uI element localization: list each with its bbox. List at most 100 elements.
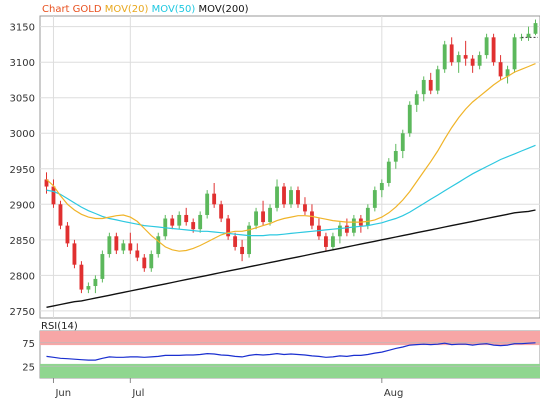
candle-up — [156, 232, 161, 258]
candle-down — [142, 254, 147, 272]
candle-body — [400, 133, 405, 152]
candle-up — [177, 211, 182, 230]
candle-body — [303, 204, 307, 212]
candle-down — [240, 239, 245, 262]
candle-body — [289, 190, 293, 205]
mov200-line — [46, 209, 536, 308]
candle-up — [379, 179, 384, 198]
legend-item: MOV(200) — [195, 4, 248, 15]
candle-body — [310, 211, 314, 226]
candle-body — [114, 236, 119, 251]
candle-up — [149, 250, 154, 272]
candle-down — [282, 182, 286, 208]
legend-item: Chart GOLD — [42, 4, 102, 15]
candle-body — [324, 236, 328, 247]
candle-down — [44, 172, 49, 194]
candle-body — [449, 44, 454, 63]
rsi-tick-label: 25 — [22, 362, 35, 373]
candle-body — [435, 69, 440, 91]
candle-up — [414, 90, 419, 112]
candle-body — [268, 207, 272, 223]
candle-body — [477, 55, 482, 66]
chart-legend: Chart GOLD MOV(20) MOV(50) MOV(200) — [42, 4, 249, 15]
y-tick-label: 3150 — [10, 23, 35, 34]
candle-body — [365, 207, 370, 226]
candle-down — [463, 40, 468, 66]
candle-body — [296, 190, 300, 205]
candle-up — [421, 76, 426, 102]
y-tick-label: 3000 — [10, 129, 35, 140]
legend-item: MOV(20) — [102, 4, 149, 15]
candle-body — [135, 250, 140, 258]
candle-body — [86, 286, 91, 290]
y-tick-label: 3050 — [10, 94, 35, 105]
rsi-overbought-band — [40, 331, 540, 346]
candle-body — [72, 243, 77, 265]
candle-body — [156, 236, 161, 255]
candle-up — [407, 101, 412, 137]
candle-down — [261, 200, 265, 226]
candle-body — [407, 104, 412, 134]
candle-body — [372, 190, 377, 208]
candle-body — [421, 79, 426, 95]
candle-down — [212, 182, 217, 208]
candle-body — [100, 254, 105, 279]
candle-body — [79, 264, 84, 290]
mov50-line — [46, 144, 536, 237]
candle-body — [51, 186, 56, 205]
rsi-oversold-band — [40, 363, 540, 378]
y-tick-label: 3100 — [10, 58, 35, 69]
candle-up — [121, 239, 126, 255]
candle-body — [121, 243, 126, 251]
candle-up — [456, 51, 461, 73]
candle-up — [512, 33, 517, 73]
x-tick-label: Jul — [131, 388, 144, 399]
candle-body — [254, 211, 258, 226]
candle-body — [149, 254, 154, 269]
candle-body — [240, 246, 245, 255]
candle-body — [247, 225, 252, 255]
candle-down — [72, 239, 77, 269]
candle-up — [526, 26, 531, 41]
candle-body — [65, 225, 70, 244]
candle-body — [44, 179, 49, 187]
candle-body — [177, 214, 182, 226]
y-tick-label: 2950 — [10, 165, 35, 176]
mov20-line — [46, 63, 536, 252]
candle-down — [324, 232, 328, 251]
rsi-line — [46, 342, 536, 361]
candle-down — [65, 222, 70, 247]
candle-down — [114, 232, 119, 255]
candle-body — [226, 218, 231, 237]
candle-body — [414, 94, 419, 105]
candle-body — [212, 193, 217, 205]
candle-body — [393, 151, 398, 162]
candle-up — [477, 51, 482, 70]
candle-down — [170, 214, 175, 230]
candle-up — [198, 211, 203, 233]
y-tick-label: 2750 — [10, 307, 35, 318]
candle-up — [351, 214, 356, 237]
candle-body — [351, 218, 356, 233]
candle-down — [498, 55, 503, 80]
candle-down — [491, 33, 496, 66]
candle-body — [219, 204, 224, 219]
x-tick-label: Jun — [54, 388, 71, 399]
candle-up — [386, 158, 391, 187]
candle-body — [275, 186, 279, 208]
candle-body — [58, 204, 63, 226]
candle-body — [107, 236, 112, 255]
candle-down — [51, 179, 56, 208]
candle-up — [442, 40, 447, 73]
candle-body — [337, 225, 342, 237]
candle-body — [463, 55, 468, 59]
candle-up — [86, 282, 91, 294]
candle-up — [400, 129, 405, 159]
y-tick-label: 2900 — [10, 200, 35, 211]
candle-up — [484, 33, 489, 59]
rsi-label: RSI(14) — [41, 321, 78, 332]
candle-up — [254, 207, 258, 230]
candle-body — [470, 58, 475, 66]
candle-down — [226, 214, 231, 240]
